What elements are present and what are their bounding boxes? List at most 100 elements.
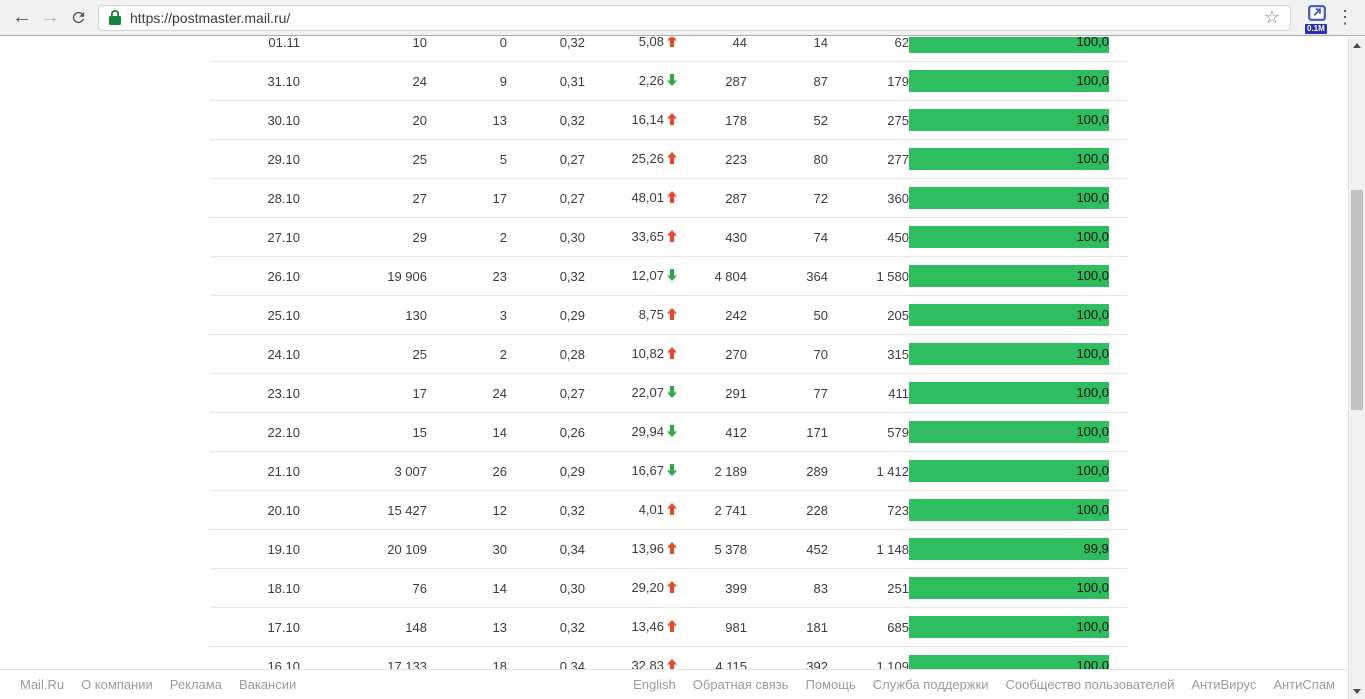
footer-left: Mail.Ru О компании Реклама Вакансии bbox=[20, 677, 313, 692]
trend-value: 4,01 bbox=[638, 502, 664, 517]
value-cell: 14 bbox=[427, 568, 507, 608]
footer-link[interactable]: АнтиВирус bbox=[1191, 677, 1257, 692]
delivery-bar-track: 100,0 bbox=[909, 499, 1109, 521]
trend-up-arrow-icon bbox=[667, 230, 677, 245]
trend-cell: 4,01 bbox=[585, 490, 677, 530]
table-row: 30.10 20 13 0,32 16,14 178 52 275 100,0 bbox=[210, 100, 1129, 140]
footer-link[interactable]: О компании bbox=[81, 677, 153, 692]
value-cell: 17 133 bbox=[300, 646, 427, 669]
delivery-bar: 100,0 bbox=[909, 577, 1109, 599]
value-cell: 17 bbox=[300, 373, 427, 413]
footer-link[interactable]: Помощь bbox=[805, 677, 856, 692]
value-cell: 452 bbox=[747, 529, 828, 569]
value-cell: 26 bbox=[427, 451, 507, 491]
secure-lock-icon[interactable] bbox=[109, 10, 121, 25]
delivery-bar-track: 100,0 bbox=[909, 460, 1109, 482]
browser-menu-button[interactable]: ⋮ bbox=[1336, 7, 1354, 27]
footer-link[interactable]: АнтиСпам bbox=[1273, 677, 1335, 692]
footer-link[interactable]: Вакансии bbox=[238, 677, 297, 692]
value-cell: 430 bbox=[677, 217, 747, 257]
table-row: 31.10 24 9 0,31 2,26 287 87 179 100,0 bbox=[210, 61, 1129, 101]
table-row: 24.10 25 2 0,28 10,82 270 70 315 100,0 bbox=[210, 334, 1129, 374]
table-row: 28.10 27 17 0,27 48,01 287 72 360 100,0 bbox=[210, 178, 1129, 218]
value-cell: 364 bbox=[747, 256, 828, 296]
footer-link[interactable]: Служба поддержки bbox=[872, 677, 989, 692]
footer-link[interactable]: English bbox=[633, 677, 676, 692]
value-cell: 29 bbox=[300, 217, 427, 257]
value-cell: 3 bbox=[427, 295, 507, 335]
value-cell: 0,29 bbox=[507, 451, 585, 491]
delivery-bar-track: 100,0 bbox=[909, 655, 1109, 669]
scrollbar-thumb[interactable] bbox=[1351, 190, 1363, 410]
delivery-bar: 100,0 bbox=[909, 265, 1109, 287]
trend-up-arrow-icon bbox=[667, 308, 677, 323]
date-cell: 21.10 bbox=[210, 451, 300, 491]
extension-badge: 0.1M bbox=[1305, 23, 1327, 34]
bookmark-star-icon[interactable]: ☆ bbox=[1263, 7, 1280, 27]
delivery-bar: 100,0 bbox=[909, 499, 1109, 521]
trend-cell: 2,26 bbox=[585, 61, 677, 101]
delivery-bar-cell: 100,0 bbox=[909, 256, 1129, 296]
value-cell: 277 bbox=[828, 139, 909, 179]
value-cell: 0,29 bbox=[507, 295, 585, 335]
back-button[interactable]: ← bbox=[12, 6, 32, 28]
table-row: 16.10 17 133 18 0,34 32,83 4 115 392 1 1… bbox=[210, 646, 1129, 669]
value-cell: 83 bbox=[747, 568, 828, 608]
extension-button[interactable]: 0.1M bbox=[1305, 1, 1329, 35]
value-cell: 2 bbox=[427, 217, 507, 257]
trend-value: 13,96 bbox=[631, 541, 664, 556]
date-cell: 27.10 bbox=[210, 217, 300, 257]
delivery-bar: 100,0 bbox=[909, 148, 1109, 170]
delivery-bar: 100,0 bbox=[909, 421, 1109, 443]
vertical-scrollbar[interactable] bbox=[1348, 37, 1365, 699]
value-cell: 179 bbox=[828, 61, 909, 101]
footer-link[interactable]: Mail.Ru bbox=[20, 677, 65, 692]
value-cell: 315 bbox=[828, 334, 909, 374]
url-input[interactable]: https://postmaster.mail.ru/ bbox=[130, 9, 291, 26]
date-cell: 22.10 bbox=[210, 412, 300, 452]
date-cell: 28.10 bbox=[210, 178, 300, 218]
delivery-bar: 99,9 bbox=[909, 538, 1109, 560]
date-cell: 23.10 bbox=[210, 373, 300, 413]
delivery-bar-track: 100,0 bbox=[909, 109, 1109, 131]
value-cell: 27 bbox=[300, 178, 427, 218]
value-cell: 10 bbox=[300, 37, 427, 62]
value-cell: 205 bbox=[828, 295, 909, 335]
delivery-bar-cell: 100,0 bbox=[909, 568, 1129, 608]
value-cell: 80 bbox=[747, 139, 828, 179]
value-cell: 399 bbox=[677, 568, 747, 608]
value-cell: 0,32 bbox=[507, 490, 585, 530]
value-cell: 15 bbox=[300, 412, 427, 452]
footer-link[interactable]: Реклама bbox=[169, 677, 222, 692]
scrollbar-down-button[interactable] bbox=[1349, 683, 1365, 699]
value-cell: 0,31 bbox=[507, 61, 585, 101]
delivery-bar: 100,0 bbox=[909, 187, 1109, 209]
postmaster-stats-table: 01.11 10 0 0,32 5,08 44 14 62 100,0 31.1… bbox=[210, 37, 1129, 669]
value-cell: 0,28 bbox=[507, 334, 585, 374]
value-cell: 24 bbox=[300, 61, 427, 101]
trend-value: 25,26 bbox=[631, 151, 664, 166]
value-cell: 251 bbox=[828, 568, 909, 608]
value-cell: 70 bbox=[747, 334, 828, 374]
table-row: 19.10 20 109 30 0,34 13,96 5 378 452 1 1… bbox=[210, 529, 1129, 569]
delivery-bar-cell: 100,0 bbox=[909, 37, 1129, 62]
value-cell: 18 bbox=[427, 646, 507, 669]
value-cell: 52 bbox=[747, 100, 828, 140]
delivery-bar: 100,0 bbox=[909, 37, 1109, 53]
value-cell: 14 bbox=[747, 37, 828, 62]
value-cell: 228 bbox=[747, 490, 828, 530]
trend-cell: 12,07 bbox=[585, 256, 677, 296]
scrollbar-up-button[interactable] bbox=[1349, 37, 1365, 53]
value-cell: 50 bbox=[747, 295, 828, 335]
reload-button[interactable] bbox=[64, 4, 92, 32]
table-row: 25.10 130 3 0,29 8,75 242 50 205 100,0 bbox=[210, 295, 1129, 335]
date-cell: 30.10 bbox=[210, 100, 300, 140]
delivery-bar-cell: 100,0 bbox=[909, 295, 1129, 335]
address-bar[interactable]: https://postmaster.mail.ru/ ☆ bbox=[98, 4, 1291, 31]
value-cell: 242 bbox=[677, 295, 747, 335]
table-row: 17.10 148 13 0,32 13,46 981 181 685 100,… bbox=[210, 607, 1129, 647]
footer-link[interactable]: Сообщество пользователей bbox=[1005, 677, 1175, 692]
reload-icon bbox=[72, 11, 84, 24]
footer-link[interactable]: Обратная связь bbox=[692, 677, 789, 692]
forward-button[interactable]: → bbox=[40, 6, 60, 28]
